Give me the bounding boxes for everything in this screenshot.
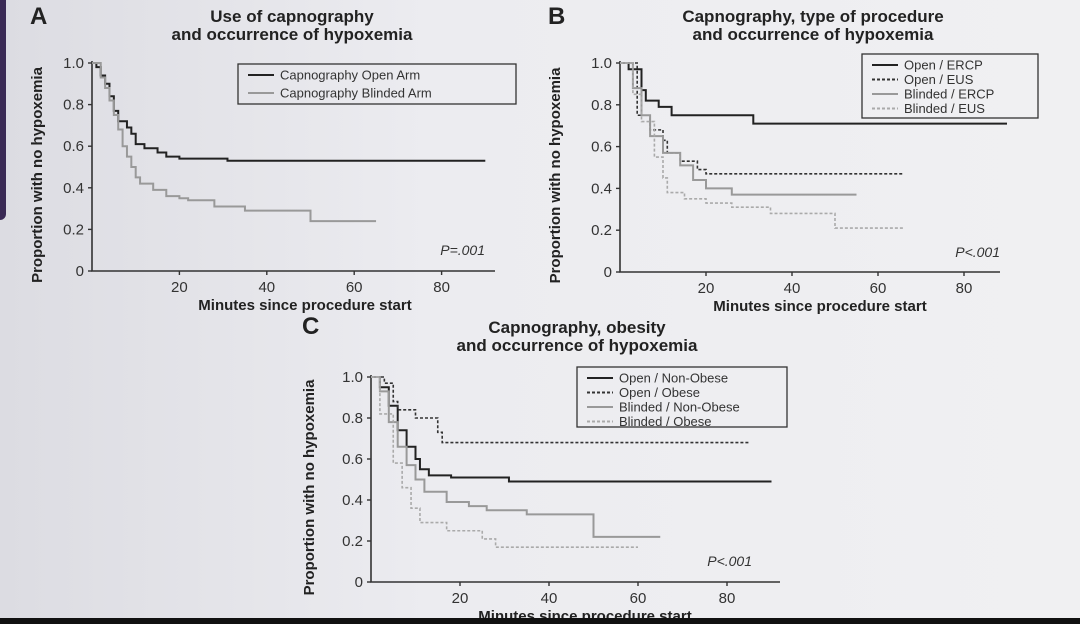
x-axis-label: Minutes since procedure start [198, 297, 411, 314]
y-tick-label: 0.8 [591, 97, 612, 114]
x-tick-label: 60 [870, 280, 887, 297]
legend-label: Blinded / Non-Obese [619, 400, 740, 415]
legend-label: Blinded / Obese [619, 414, 712, 429]
y-tick-label: 0.4 [591, 180, 612, 197]
y-tick-label: 0.2 [591, 222, 612, 239]
y-tick-label: 0.2 [63, 221, 84, 238]
y-tick-label: 0.6 [63, 138, 84, 155]
legend-label: Blinded / ERCP [904, 87, 994, 102]
panel-letter: A [30, 3, 47, 30]
chart-title: and occurrence of hypoxemia [693, 25, 934, 44]
legend-label: Blinded / EUS [904, 101, 985, 116]
y-tick-label: 0.4 [342, 492, 363, 509]
legend-label: Open / EUS [904, 72, 974, 87]
series-line-capnography-blinded-arm [92, 62, 377, 223]
y-tick-label: 1.0 [591, 55, 612, 72]
series-line-blinded-obese [371, 376, 638, 548]
x-tick-label: 60 [630, 590, 647, 607]
p-value: P=.001 [440, 242, 485, 258]
chart-title: Capnography, type of procedure [682, 7, 943, 26]
legend-label: Capnography Blinded Arm [280, 86, 432, 101]
legend-label: Open / Non-Obese [619, 371, 728, 386]
y-tick-label: 0.2 [342, 533, 363, 550]
legend: Capnography Open Arm Capnography Blinded … [237, 63, 517, 105]
y-tick-label: 0.6 [591, 139, 612, 156]
p-value: P<.001 [707, 553, 752, 569]
y-tick-label: 0.8 [63, 97, 84, 114]
chart-title: Use of capnography [210, 7, 374, 26]
series-line-blinded-eus [620, 62, 904, 229]
x-tick-label: 40 [784, 280, 801, 297]
legend-label: Open / ERCP [904, 58, 983, 73]
p-value: P<.001 [955, 244, 1000, 260]
series-line-blinded-non-obese [371, 376, 661, 538]
x-tick-label: 20 [171, 279, 188, 296]
screen-bottom-bar [0, 618, 1080, 624]
slide-edge [0, 0, 6, 220]
panel-letter: C [302, 313, 319, 340]
y-tick-label: 1.0 [342, 369, 363, 386]
series-line-open-non-obese [371, 376, 772, 483]
x-tick-label: 60 [346, 279, 363, 296]
x-tick-label: 80 [433, 279, 450, 296]
series-line-blinded-ercp [620, 62, 857, 196]
y-tick-label: 0 [355, 574, 363, 591]
chart-title: Capnography, obesity [488, 318, 666, 337]
legend-label: Open / Obese [619, 385, 700, 400]
legend-box [861, 53, 1039, 119]
panel-letter: B [548, 3, 565, 30]
x-axis-label: Minutes since procedure start [713, 298, 926, 315]
legend-box [576, 366, 788, 428]
series-line-capnography-open-arm [92, 62, 486, 162]
chart-title: and occurrence of hypoxemia [457, 336, 698, 355]
y-axis-label: Proportion with no hypoxemia [301, 379, 318, 595]
y-tick-label: 0 [76, 263, 84, 280]
y-tick-label: 1.0 [63, 55, 84, 72]
series-line-open-obese [371, 376, 750, 444]
x-tick-label: 20 [698, 280, 715, 297]
y-tick-label: 0.6 [342, 451, 363, 468]
legend-box [237, 63, 517, 105]
chart-title: and occurrence of hypoxemia [172, 25, 413, 44]
y-tick-label: 0 [604, 264, 612, 281]
x-tick-label: 80 [719, 590, 736, 607]
x-tick-label: 40 [541, 590, 558, 607]
x-tick-label: 20 [452, 590, 469, 607]
y-axis-label: Proportion with no hypoxemia [547, 67, 564, 283]
y-axis-label: Proportion with no hypoxemia [29, 66, 46, 282]
y-tick-label: 0.4 [63, 180, 84, 197]
legend-label: Capnography Open Arm [280, 68, 420, 83]
y-tick-label: 0.8 [342, 410, 363, 427]
x-tick-label: 40 [258, 279, 275, 296]
series-line-open-ercp [620, 62, 1007, 125]
x-tick-label: 80 [956, 280, 973, 297]
